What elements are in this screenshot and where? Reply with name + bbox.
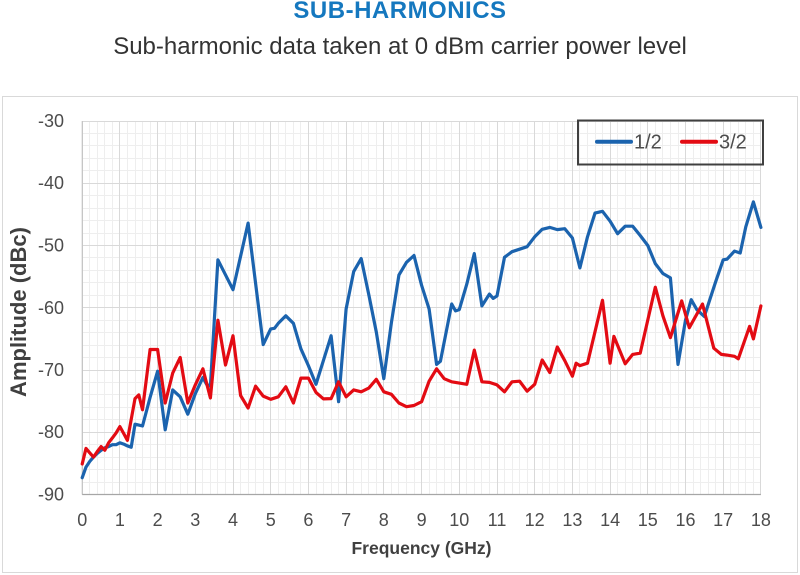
- svg-text:-30: -30: [38, 111, 64, 131]
- svg-text:0: 0: [77, 510, 87, 530]
- svg-text:4: 4: [228, 510, 238, 530]
- svg-text:10: 10: [449, 510, 469, 530]
- svg-text:-50: -50: [38, 236, 64, 256]
- svg-text:15: 15: [638, 510, 658, 530]
- svg-text:1: 1: [115, 510, 125, 530]
- svg-text:3: 3: [190, 510, 200, 530]
- svg-text:6: 6: [303, 510, 313, 530]
- svg-text:-90: -90: [38, 485, 64, 505]
- svg-text:-40: -40: [38, 173, 64, 193]
- svg-text:12: 12: [525, 510, 545, 530]
- svg-text:9: 9: [417, 510, 427, 530]
- svg-text:5: 5: [266, 510, 276, 530]
- svg-text:1/2: 1/2: [634, 132, 662, 154]
- svg-text:13: 13: [562, 510, 582, 530]
- svg-text:-70: -70: [38, 360, 64, 380]
- svg-text:-60: -60: [38, 298, 64, 318]
- svg-text:16: 16: [675, 510, 695, 530]
- svg-text:7: 7: [341, 510, 351, 530]
- svg-text:8: 8: [379, 510, 389, 530]
- svg-text:18: 18: [751, 510, 771, 530]
- svg-text:Amplitude (dBc): Amplitude (dBc): [6, 227, 31, 397]
- svg-text:2: 2: [153, 510, 163, 530]
- svg-text:3/2: 3/2: [719, 132, 747, 154]
- svg-text:Frequency (GHz): Frequency (GHz): [351, 538, 491, 558]
- svg-text:14: 14: [600, 510, 620, 530]
- svg-text:17: 17: [713, 510, 733, 530]
- svg-text:11: 11: [488, 510, 507, 530]
- svg-text:-80: -80: [38, 422, 64, 442]
